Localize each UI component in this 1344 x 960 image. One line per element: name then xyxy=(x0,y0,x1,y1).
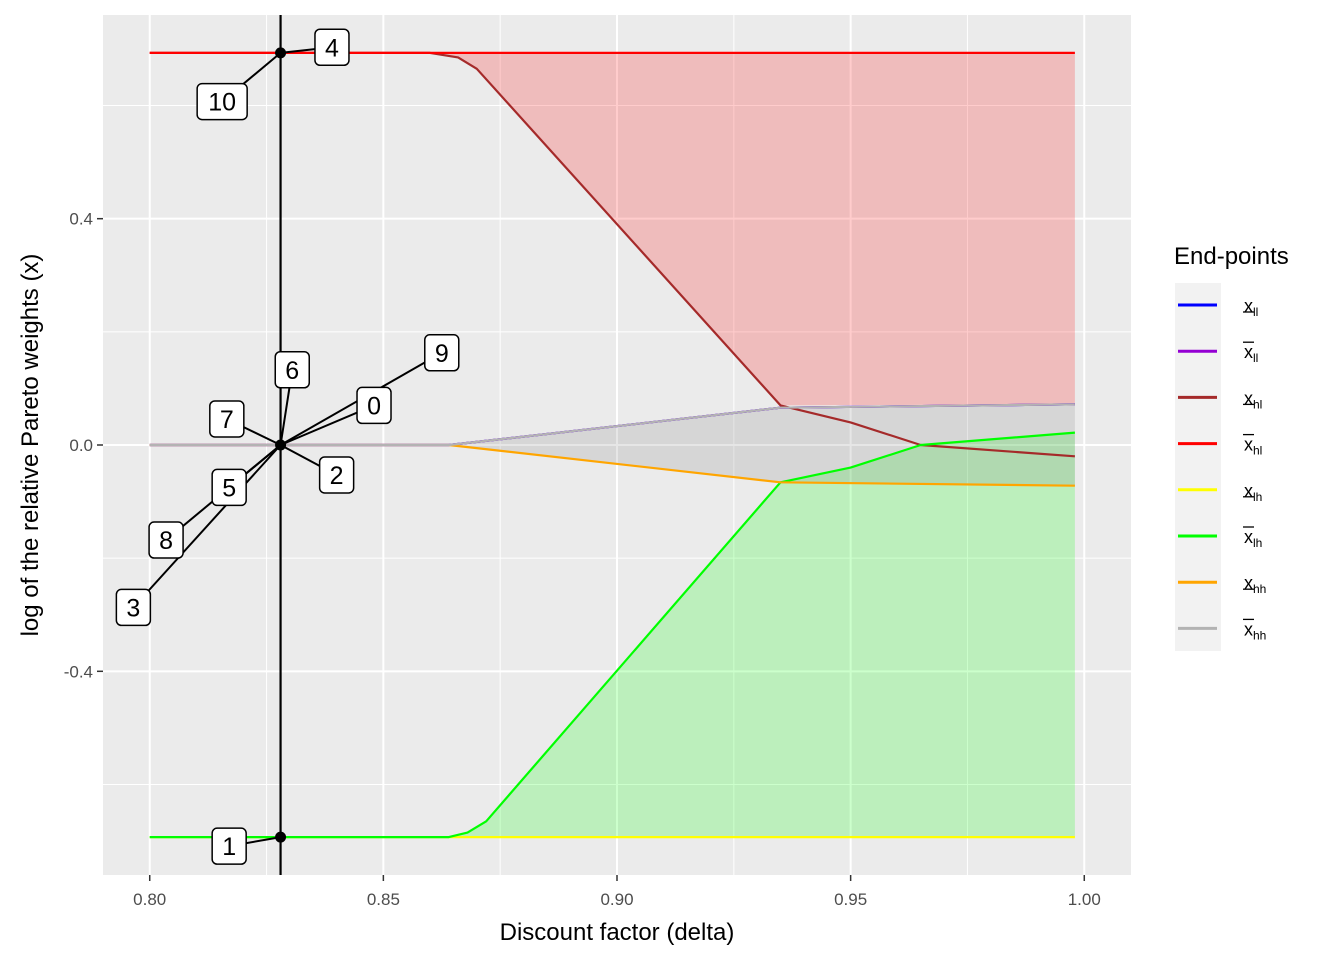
legend-label-1: xll xyxy=(1244,342,1258,365)
marker-point-0 xyxy=(275,47,287,59)
series-line-5 xyxy=(149,431,1075,839)
annotation-label-3: 3 xyxy=(126,594,140,622)
annotation-box-1 xyxy=(211,827,247,865)
ribbon-lh-band xyxy=(149,432,1075,838)
annotation-label-4: 4 xyxy=(325,34,339,62)
x-tick-label: 0.85 xyxy=(367,890,400,909)
y-tick-label: -0.4 xyxy=(64,662,93,681)
ribbon-hh-band xyxy=(149,404,1075,486)
legend-label-3: xhl xyxy=(1244,435,1262,458)
annotation-label-0: 0 xyxy=(367,392,381,420)
annotation-label-5: 5 xyxy=(222,474,236,502)
x-tick-label: 0.80 xyxy=(133,890,166,909)
x-tick-label: 1.00 xyxy=(1068,890,1101,909)
legend-label-7: xhh xyxy=(1244,619,1266,642)
legend-key-background xyxy=(1175,283,1221,651)
annotation-box-7 xyxy=(209,400,245,438)
y-tick-label: 0.4 xyxy=(69,210,93,229)
series-lines xyxy=(149,51,1075,839)
annotation-box-2 xyxy=(318,456,355,494)
x-tick-label: 0.90 xyxy=(600,890,633,909)
annotation-label-9: 9 xyxy=(435,340,449,368)
annotation-label-1: 1 xyxy=(222,833,236,861)
legend-label-6: xhh xyxy=(1244,573,1266,596)
annotation-leader-3 xyxy=(132,444,282,609)
legend: End-points xll xll xhl xhl xlh xlh xhh xhh xyxy=(1174,243,1289,651)
ribbon-hl-band xyxy=(149,52,1075,406)
legend-label-4: xlh xyxy=(1244,481,1262,504)
legend-title: End-points xyxy=(1174,243,1289,270)
annotation-box-6 xyxy=(274,351,310,389)
annotation-box-5 xyxy=(211,468,247,507)
y-tick-label: 0.0 xyxy=(69,436,93,455)
legend-label-5: xlh xyxy=(1244,527,1262,550)
legend-label-0: xll xyxy=(1244,296,1258,319)
annotation-box-4 xyxy=(314,28,350,66)
annotation-box-10 xyxy=(196,82,248,121)
point-annotations: 0 1 2 3 4 5 6 7 8 9 10 xyxy=(115,28,460,865)
annotation-label-6: 6 xyxy=(285,357,299,385)
annotation-box-0 xyxy=(356,386,392,425)
y-axis-title: log of the relative Pareto weights (x) xyxy=(17,254,44,637)
marker-point-2 xyxy=(275,831,287,843)
series-line-7 xyxy=(149,403,1075,447)
annotation-label-2: 2 xyxy=(330,462,344,490)
annotation-box-8 xyxy=(148,521,184,559)
annotation-label-8: 8 xyxy=(159,527,173,555)
annotation-label-10: 10 xyxy=(208,89,236,117)
ribbon-bands xyxy=(149,52,1075,838)
x-axis-title: Discount factor (delta) xyxy=(500,919,735,946)
annotation-label-7: 7 xyxy=(220,406,234,434)
annotation-box-3 xyxy=(115,588,152,627)
axes: 0.80 0.85 0.90 0.95 1.00 -0.4 0.0 0.4 xyxy=(64,210,1101,909)
marker-point-1 xyxy=(275,439,287,451)
legend-label-2: xhl xyxy=(1244,388,1262,411)
annotation-box-9 xyxy=(424,334,460,372)
x-tick-label: 0.95 xyxy=(834,890,867,909)
